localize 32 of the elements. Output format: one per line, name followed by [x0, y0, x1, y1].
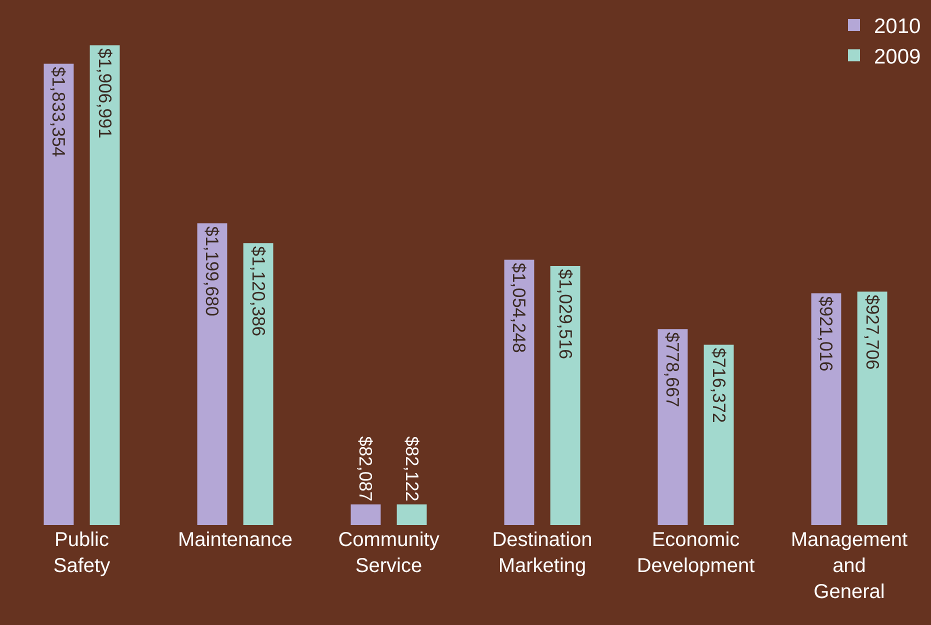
bar — [44, 64, 74, 525]
bar — [550, 266, 580, 525]
data-label: $82,122 — [402, 436, 422, 502]
data-label: $1,906,991 — [94, 48, 115, 138]
bar — [504, 260, 534, 525]
bar — [350, 504, 381, 525]
bar — [811, 293, 842, 525]
data-label: $1,120,386 — [248, 246, 268, 336]
bar — [658, 329, 688, 525]
legend-label: 2010 — [874, 15, 921, 38]
bar — [90, 45, 120, 525]
x-tick-label: Community Service — [338, 529, 440, 577]
data-label: $778,667 — [662, 332, 683, 408]
data-label: $716,372 — [708, 348, 729, 423]
data-label: $1,029,516 — [555, 269, 576, 360]
x-tick-label: Maintenance — [178, 529, 293, 551]
data-label: $921,016 — [816, 296, 836, 372]
bar — [197, 223, 228, 525]
bar — [857, 292, 888, 525]
legend-label: 2009 — [874, 45, 921, 68]
data-label: $82,087 — [356, 436, 376, 502]
bar — [396, 504, 427, 525]
data-label: $1,833,354 — [48, 66, 69, 157]
x-tick-label: Destination Marketing — [492, 529, 592, 577]
data-label: $927,706 — [862, 294, 882, 370]
x-tick-label: Economic Development — [636, 529, 756, 577]
x-tick-label: Public Safety — [53, 529, 110, 577]
x-tick-label: Management and General — [790, 529, 908, 603]
data-label: $1,199,680 — [202, 226, 222, 316]
bar — [704, 344, 734, 525]
data-label: $1,054,248 — [509, 262, 530, 353]
bar — [243, 243, 274, 525]
